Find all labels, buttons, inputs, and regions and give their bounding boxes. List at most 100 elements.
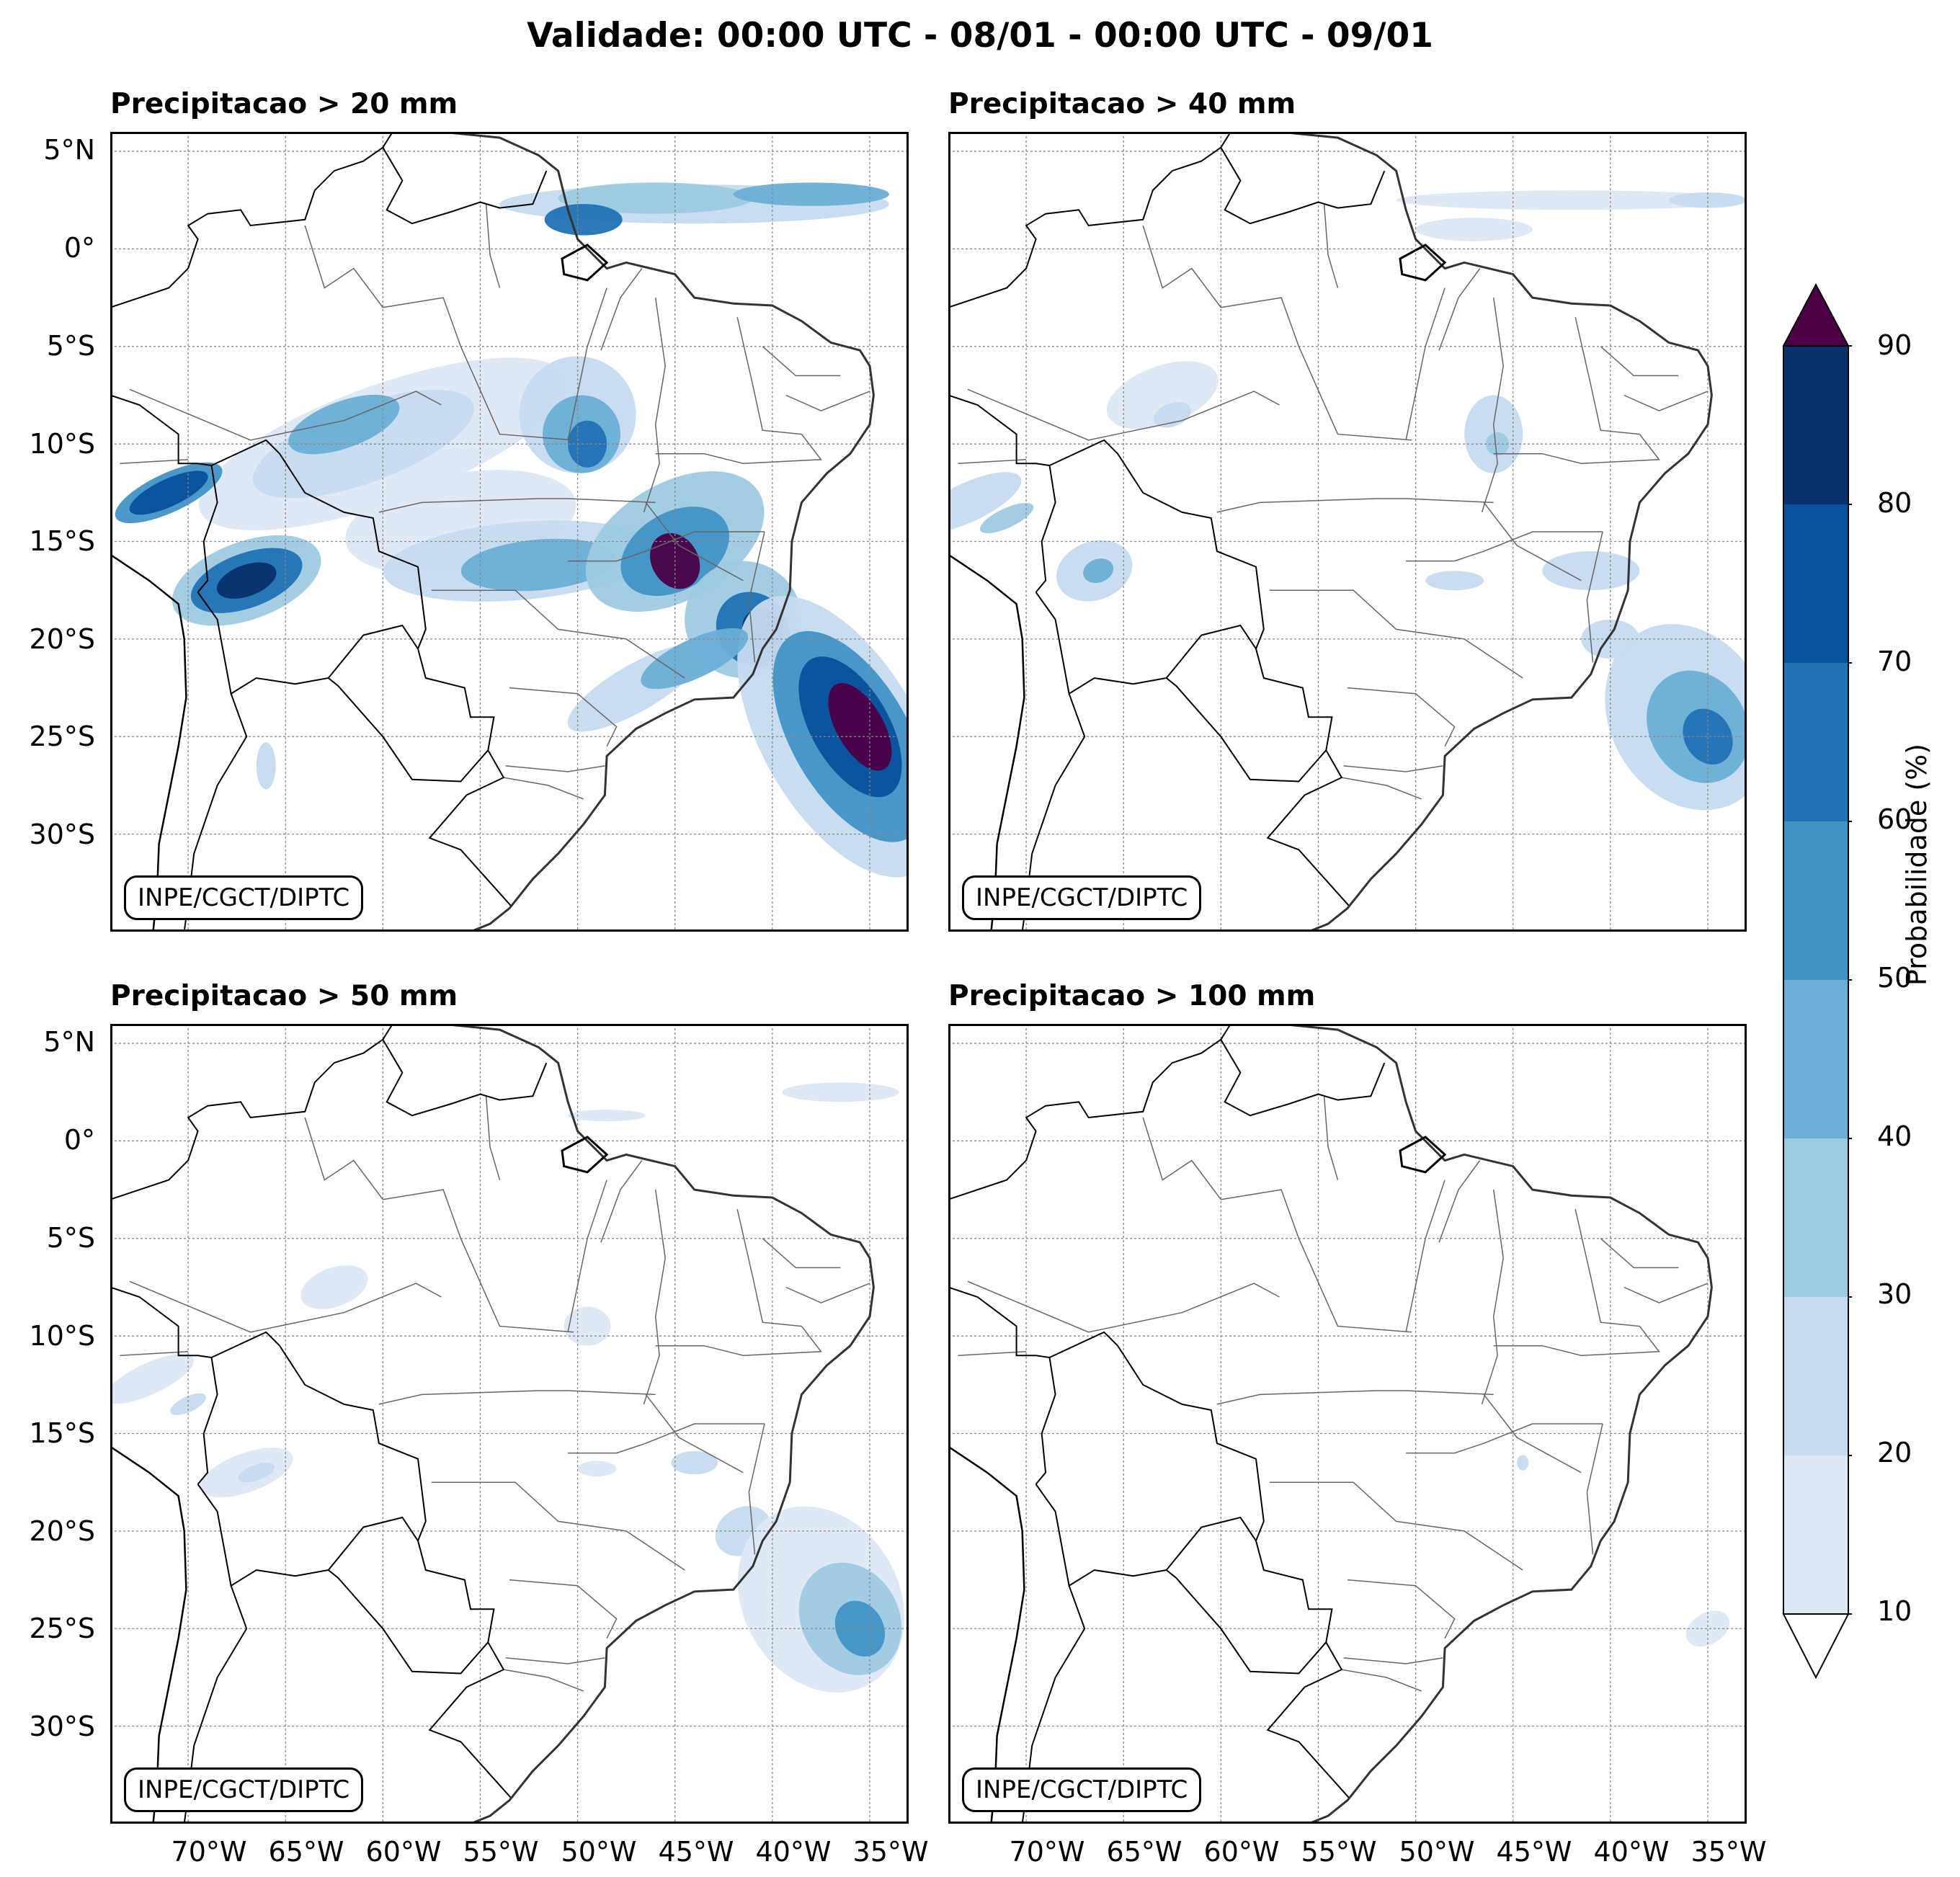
country-border [1166, 1541, 1333, 1675]
lon-tick-label: 60°W [1203, 1836, 1280, 1868]
state-boundary [736, 1209, 802, 1327]
state-boundary [129, 1280, 442, 1333]
colorbar-segment [1783, 346, 1848, 504]
lat-tick-label: 0° [63, 232, 95, 264]
panel-title-40mm: Precipitacao > 40 mm [948, 88, 1296, 120]
lon-tick-label: 50°W [1399, 1836, 1475, 1868]
state-boundary [1341, 777, 1422, 800]
state-boundary [568, 531, 765, 562]
state-boundary [958, 459, 1027, 464]
lon-tick-label: 70°W [1009, 1836, 1085, 1868]
state-boundary [1347, 1579, 1456, 1639]
map-panel-100mm [948, 1024, 1747, 1824]
country-border [1266, 749, 1350, 907]
state-boundary [967, 388, 1280, 441]
colorbar-segment [1783, 504, 1848, 663]
coastline [110, 1445, 187, 1824]
state-boundary [958, 1351, 1027, 1356]
state-boundary [1343, 765, 1443, 772]
precip-contour [170, 1393, 206, 1415]
precip-contour [300, 1265, 368, 1309]
colorbar-segment [1783, 1297, 1848, 1455]
island-outline [1399, 244, 1447, 282]
state-boundary [485, 204, 501, 288]
coastline [1278, 1024, 1713, 1824]
island-outline [561, 1136, 609, 1174]
lat-tick-label: 10°S [29, 428, 95, 460]
colorbar-tick-label: 70 [1877, 646, 1912, 677]
precip-contour [1683, 708, 1733, 765]
lat-tick-label: 30°S [29, 819, 95, 850]
country-border [428, 1641, 512, 1799]
country-border [1220, 1039, 1386, 1117]
state-boundary [762, 1238, 841, 1269]
lat-tick-label: 20°S [29, 623, 95, 655]
state-boundary [1574, 1209, 1640, 1327]
state-boundary [1600, 1238, 1679, 1269]
state-boundary [1406, 531, 1603, 562]
lat-tick-label: 25°S [29, 1613, 95, 1644]
state-boundary [1586, 1423, 1603, 1555]
coastline [948, 1445, 1025, 1824]
state-boundary [378, 498, 656, 513]
state-boundary [785, 1283, 870, 1303]
coastline [1278, 132, 1713, 932]
state-boundary [120, 1351, 189, 1356]
state-boundary [567, 1180, 607, 1332]
precip-contour [238, 1462, 275, 1483]
state-boundary [1623, 391, 1709, 411]
map-frame [110, 1024, 909, 1824]
colorbar-tick-label: 60 [1877, 803, 1912, 835]
lat-tick-label: 15°S [29, 525, 95, 557]
state-boundary [643, 297, 666, 513]
country-border [110, 132, 393, 308]
state-boundary [736, 317, 802, 435]
state-boundary [1221, 297, 1412, 441]
state-boundary [1405, 1180, 1446, 1332]
state-boundary [1269, 1481, 1523, 1571]
lon-tick-label: 50°W [561, 1836, 637, 1868]
country-border [1049, 439, 1265, 649]
state-boundary [509, 687, 618, 747]
state-boundary [748, 531, 765, 663]
state-boundary [1600, 346, 1679, 377]
state-boundary [1323, 1096, 1339, 1180]
precip-contour [110, 1354, 194, 1404]
state-boundary [120, 459, 189, 464]
map-layer [110, 1024, 909, 1824]
precip-contour [671, 1450, 718, 1475]
precip-contour [252, 389, 474, 499]
lat-tick-label: 20°S [29, 1515, 95, 1547]
colorbar-tick-label: 20 [1877, 1437, 1912, 1468]
map-panel-20mm [110, 132, 909, 932]
colorbar-tick-label: 90 [1877, 329, 1912, 361]
country-border [948, 1286, 1056, 1485]
country-border [211, 1331, 427, 1541]
country-border [948, 394, 1056, 593]
credit-box: INPE/CGCT/DIPTC [962, 1767, 1202, 1812]
country-border [382, 1039, 548, 1117]
country-border [211, 439, 427, 649]
country-border [328, 648, 495, 783]
precip-contour [828, 682, 892, 771]
state-boundary [1269, 589, 1523, 679]
lat-tick-label: 30°S [29, 1711, 95, 1742]
lat-tick-label: 5°N [43, 1026, 95, 1058]
state-boundary [1493, 434, 1660, 464]
precip-contour [1083, 558, 1114, 584]
panel-title-50mm: Precipitacao > 50 mm [110, 980, 458, 1012]
country-border [948, 132, 1231, 308]
map-frame [110, 132, 909, 932]
colorbar-segment [1783, 1455, 1848, 1614]
country-border [1035, 1484, 1257, 1587]
colorbar-tick-label: 80 [1877, 487, 1912, 519]
precip-contour [129, 471, 208, 515]
state-boundary [1574, 317, 1640, 435]
state-boundary [1586, 531, 1603, 663]
state-boundary [1347, 687, 1456, 747]
lon-tick-label: 65°W [1106, 1836, 1182, 1868]
country-border [197, 1484, 419, 1587]
lon-tick-label: 55°W [1301, 1836, 1377, 1868]
lon-tick-label: 55°W [463, 1836, 539, 1868]
state-boundary [1216, 498, 1494, 513]
